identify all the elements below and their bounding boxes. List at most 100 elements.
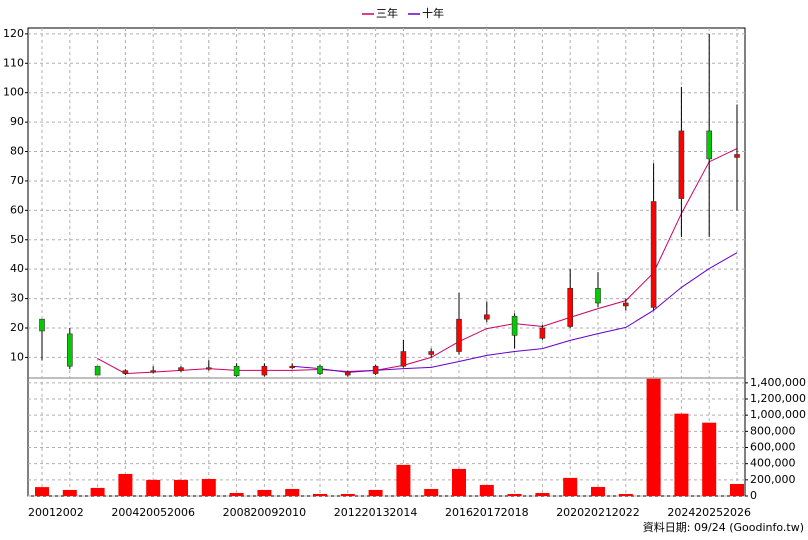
y2-tick-label: 200,000 (750, 473, 796, 486)
x-tick-label: 2008 (223, 506, 251, 519)
candle-body (706, 130, 713, 160)
volume-bar (535, 493, 550, 496)
x-tick-label: 2017 (473, 506, 501, 519)
x-tick-label: 2016 (445, 506, 473, 519)
volume-bar (201, 478, 216, 496)
y2-tick-label: 600,000 (750, 441, 796, 454)
y-tick-label: 20 (10, 321, 24, 334)
x-tick-label: 2005 (139, 506, 167, 519)
volume-bar (563, 477, 578, 496)
volume-bar (62, 489, 77, 496)
x-tick-label: 2001 (28, 506, 56, 519)
volume-bar (90, 487, 105, 496)
y-tick-label: 70 (10, 174, 24, 187)
x-tick-label: 2004 (111, 506, 139, 519)
candle-body (122, 370, 129, 374)
volume-bar (730, 483, 744, 496)
volume-bar (646, 378, 661, 496)
y-tick-label: 50 (10, 233, 24, 246)
y2-tick-label: 1,400,000 (750, 376, 806, 389)
candle-body (567, 287, 574, 327)
y-tick-label: 120 (3, 27, 24, 40)
volume-bar (174, 479, 188, 496)
candle-body (178, 367, 184, 371)
y2-tick-label: 1,000,000 (750, 408, 806, 421)
candle-body (67, 333, 73, 367)
x-tick-label: 2022 (612, 506, 640, 519)
candle-body (261, 365, 268, 376)
candle-body (372, 365, 379, 374)
y-tick-label: 60 (10, 203, 24, 216)
candle-body (94, 365, 101, 376)
legend-label: 三年 (376, 6, 398, 20)
candle-body (39, 318, 45, 332)
y-tick-label: 90 (10, 115, 24, 128)
candle-body (400, 351, 407, 367)
y2-tick-label: 0 (750, 489, 757, 502)
x-tick-label: 2014 (389, 506, 417, 519)
y2-tick-label: 800,000 (750, 424, 796, 437)
x-tick-label: 2010 (278, 506, 306, 519)
x-tick-label: 2006 (167, 506, 195, 519)
ma-line (97, 148, 738, 375)
candle-body (233, 365, 240, 376)
volume-bar (618, 493, 633, 496)
candle-body (650, 201, 657, 308)
candle-body (456, 318, 462, 352)
candle-body (428, 351, 435, 355)
volume-bar (479, 484, 494, 496)
candle-body (483, 314, 490, 320)
volume-bar (35, 487, 49, 496)
volume-bar (452, 468, 466, 496)
y2-tick-label: 400,000 (750, 457, 796, 470)
x-tick-label: 2021 (584, 506, 612, 519)
volume-bar (674, 413, 689, 496)
volume-bar (702, 422, 717, 496)
candle-body (734, 154, 740, 158)
plot-frame (27, 27, 746, 497)
x-tick-label: 2026 (723, 506, 751, 519)
y-tick-label: 100 (3, 86, 24, 99)
legend-label: 十年 (422, 6, 444, 20)
x-tick-label: 2018 (501, 506, 529, 519)
volume-bar (396, 464, 411, 496)
y-tick-label: 80 (10, 145, 24, 158)
x-tick-label: 2025 (695, 506, 723, 519)
candle-body (511, 315, 518, 336)
y-tick-label: 40 (10, 262, 24, 275)
y-tick-label: 30 (10, 292, 24, 305)
x-tick-label: 2002 (56, 506, 84, 519)
x-tick-label: 2013 (362, 506, 390, 519)
volume-bar (340, 493, 355, 496)
x-tick-label: 2020 (556, 506, 584, 519)
candle-body (150, 370, 156, 373)
candle-body (206, 367, 212, 370)
volume-bar (229, 493, 244, 496)
candle-body (317, 365, 323, 374)
volume-bar (368, 489, 383, 496)
candle-body (622, 302, 629, 307)
footnote: 資料日期: 09/24 (Goodinfo.tw) (643, 520, 804, 534)
candle-body (539, 327, 546, 339)
candle-body (595, 287, 601, 304)
y-tick-label: 110 (3, 56, 24, 69)
volume-bar (424, 488, 439, 496)
volume-bar (118, 473, 133, 496)
ma-line (292, 252, 738, 373)
volume-bar (285, 488, 300, 496)
candle-body (289, 365, 296, 369)
candle-body (344, 371, 351, 376)
candle-body (678, 130, 685, 199)
volume-bar (507, 493, 522, 496)
volume-bar (313, 493, 327, 496)
x-tick-label: 2024 (667, 506, 695, 519)
x-tick-label: 2009 (250, 506, 278, 519)
y2-tick-label: 1,200,000 (750, 392, 806, 405)
y-tick-label: 10 (10, 350, 24, 363)
volume-bar (146, 479, 161, 496)
volume-bar (257, 489, 272, 496)
x-tick-label: 2012 (334, 506, 362, 519)
volume-bar (591, 486, 605, 496)
